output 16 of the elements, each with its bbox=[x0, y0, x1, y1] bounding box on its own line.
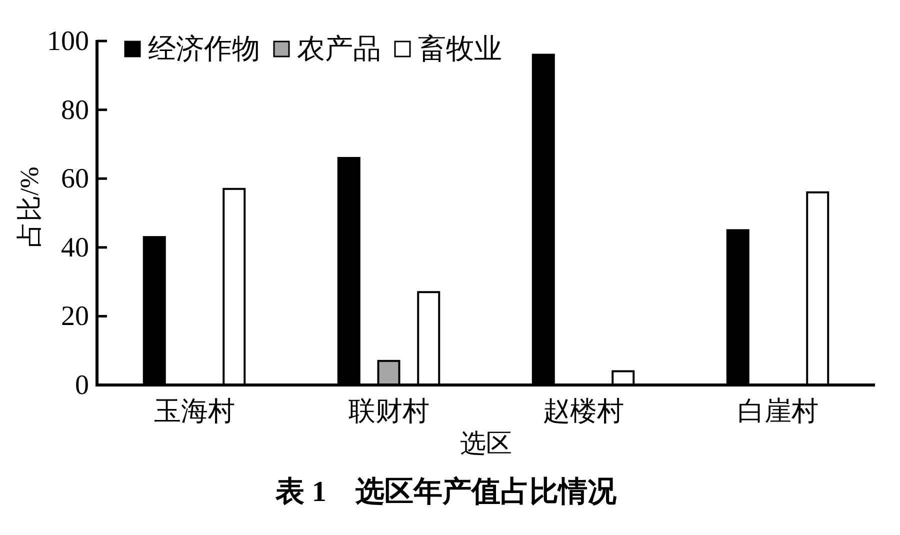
y-tick-label: 80 bbox=[61, 94, 89, 126]
y-tick-label: 40 bbox=[61, 232, 89, 263]
y-tick-label: 20 bbox=[61, 300, 89, 332]
x-tick-label: 赵楼村 bbox=[542, 396, 624, 426]
y-axis-title: 占比/% bbox=[14, 166, 44, 248]
x-tick-label: 白崖村 bbox=[737, 396, 818, 426]
text: 表 1 选区年产值占比情况 bbox=[274, 475, 618, 508]
y-tick-label: 100 bbox=[47, 26, 89, 56]
y-tick-label: 60 bbox=[61, 163, 89, 194]
x-tick-label: 联财村 bbox=[348, 396, 430, 426]
legend-label: 畜牧业 bbox=[418, 32, 502, 64]
x-axis-title: 选区 bbox=[460, 428, 512, 458]
legend-label: 农产品 bbox=[297, 34, 381, 64]
legend-label: 经济作物 bbox=[148, 34, 260, 64]
y-tick-label: 0 bbox=[75, 370, 89, 400]
x-tick-label: 玉海村 bbox=[154, 396, 235, 426]
